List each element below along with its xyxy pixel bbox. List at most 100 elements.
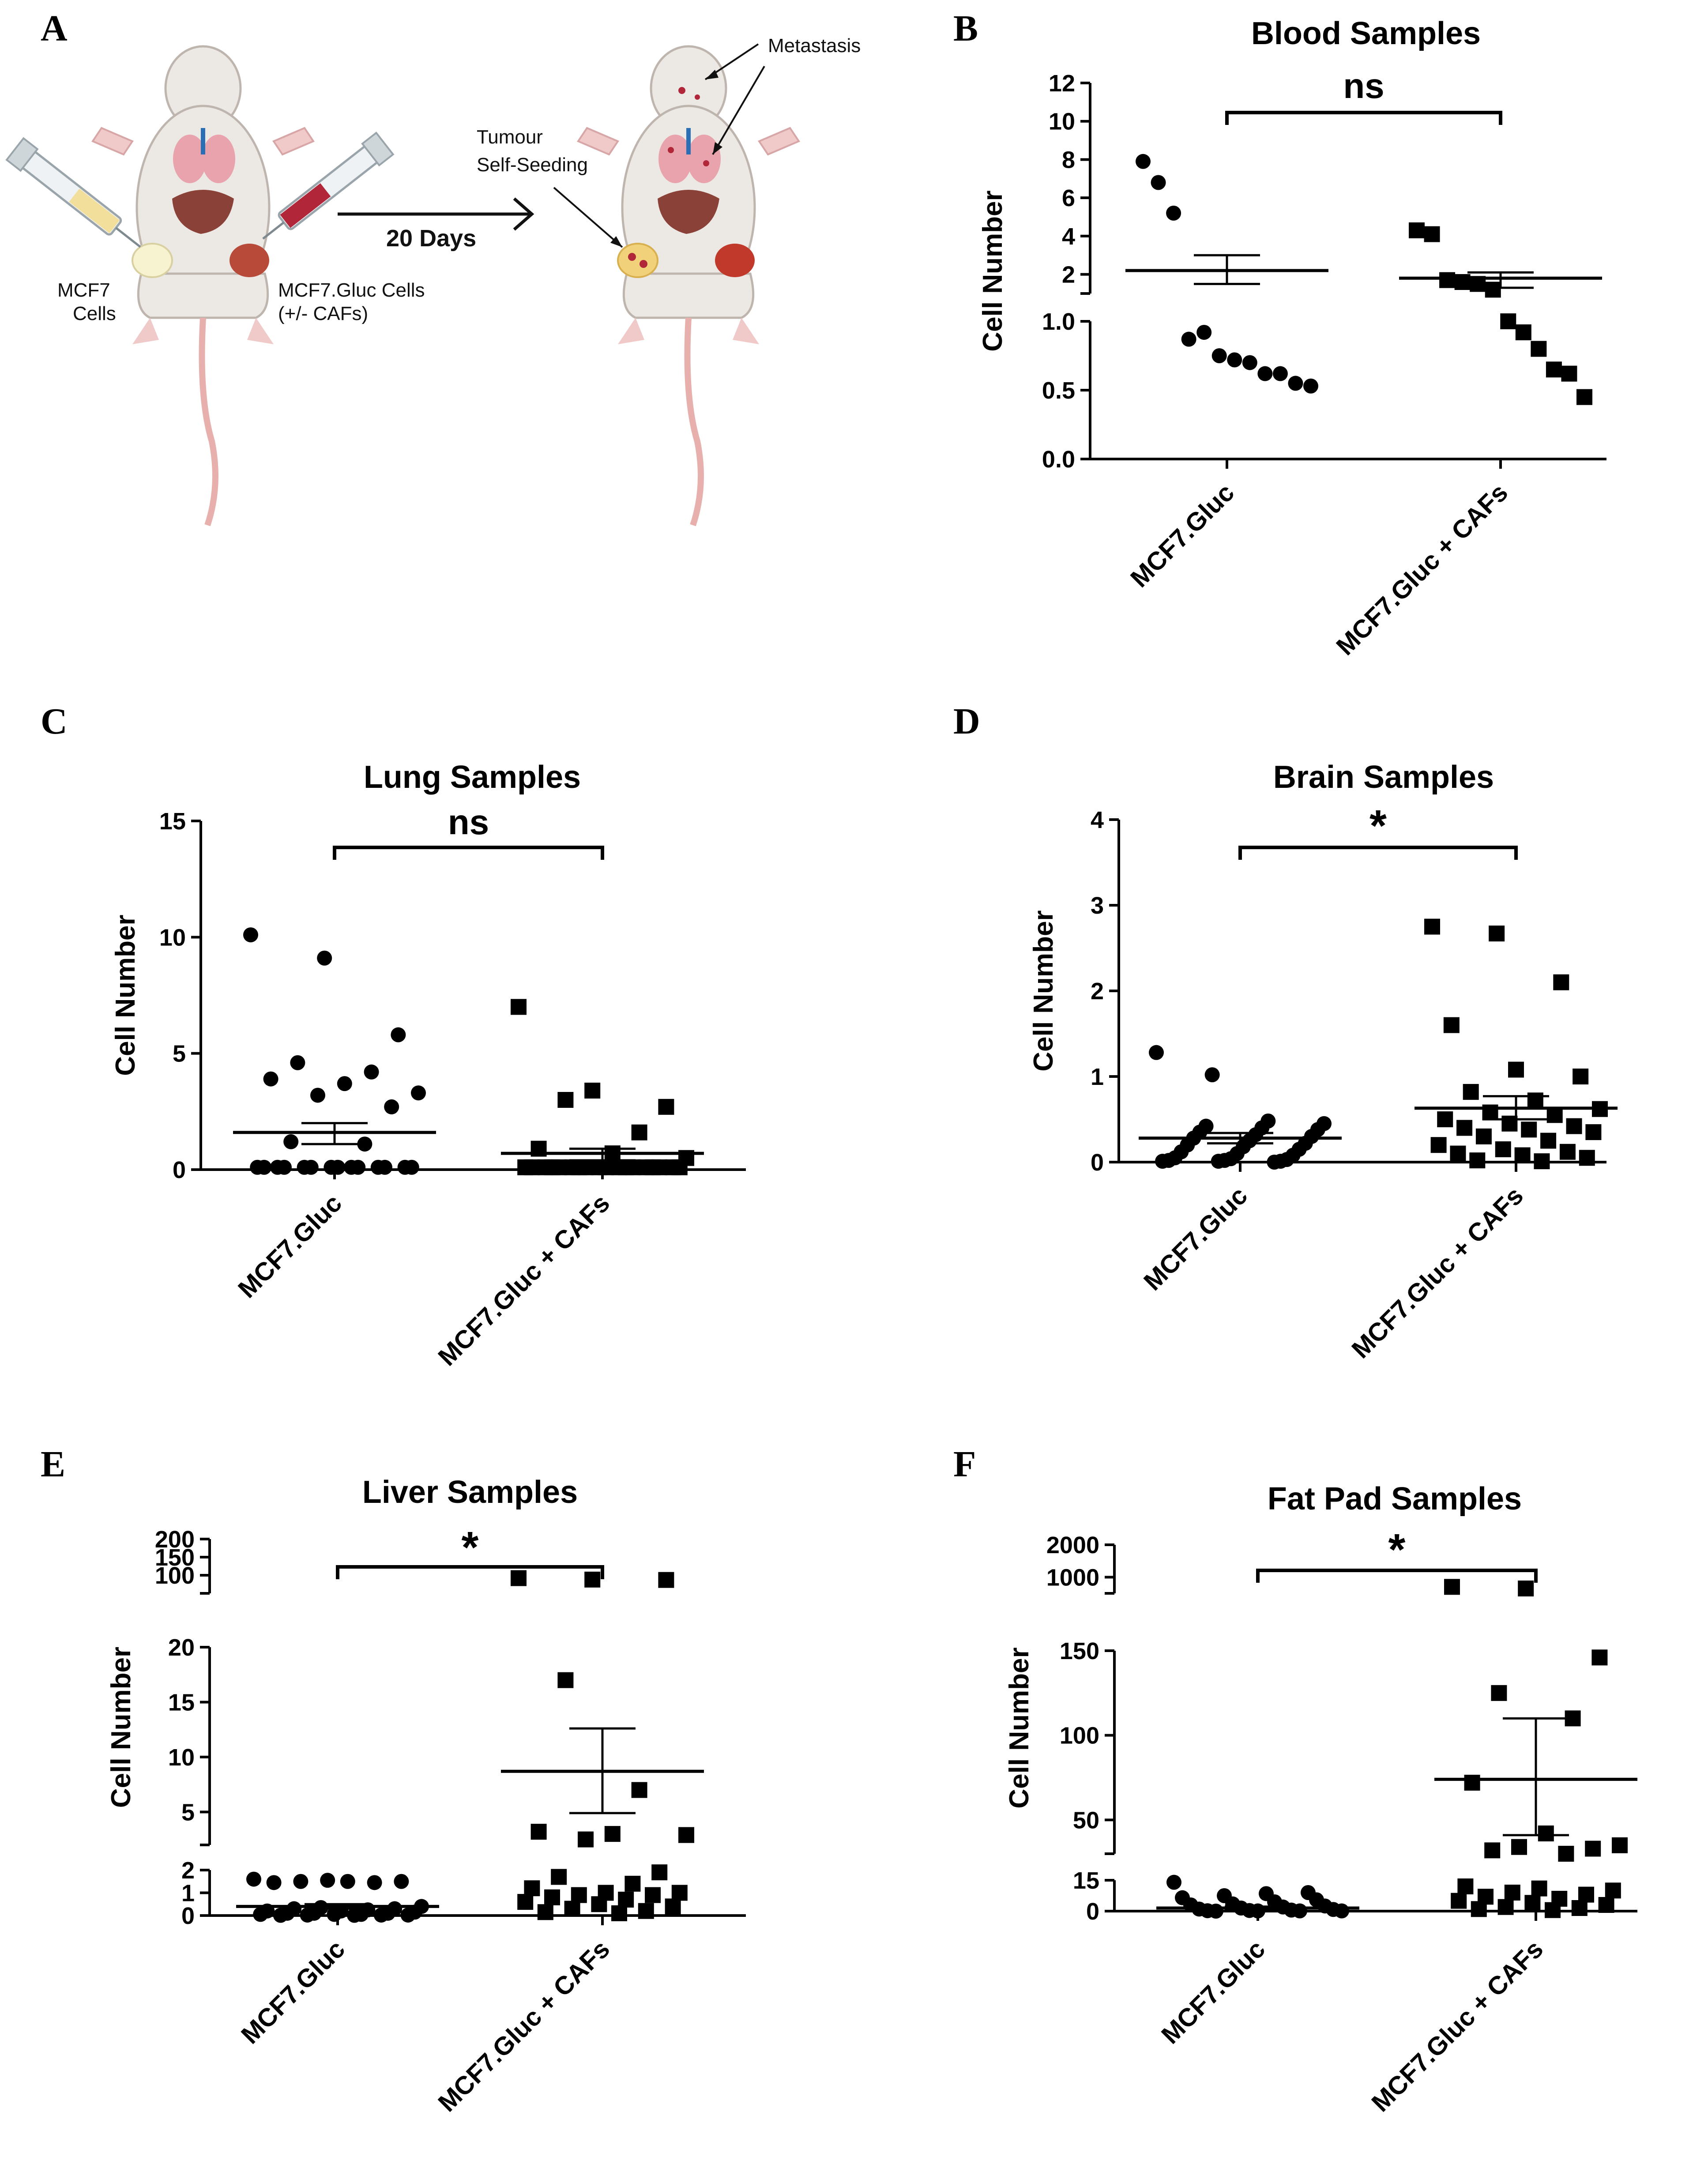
data-point: [1257, 366, 1273, 381]
data-point: [631, 1782, 647, 1798]
x-tick-label: MCF7.Gluc + CAFs: [1346, 1181, 1529, 1364]
data-point: [1334, 1903, 1349, 1919]
data-point: [1464, 1775, 1480, 1791]
data-point: [1571, 1900, 1588, 1916]
data-point: [1491, 1685, 1507, 1701]
data-point: [1424, 918, 1440, 935]
data-point: [1292, 1903, 1307, 1919]
data-point: [1558, 1846, 1574, 1862]
data-point: [1166, 1874, 1181, 1890]
data-point: [645, 1887, 661, 1903]
label-metastasis: Metastasis: [768, 35, 861, 56]
data-point: [591, 1159, 607, 1175]
y-tick-label: 2000: [1046, 1532, 1099, 1558]
syringe-right-icon: [262, 132, 395, 240]
data-point: [266, 1875, 282, 1890]
data-point: [364, 1064, 379, 1080]
data-point: [1151, 175, 1166, 190]
chart-title: Blood Samples: [1251, 16, 1481, 51]
data-point: [1591, 1649, 1608, 1666]
y-tick-label: 10: [159, 924, 186, 951]
y-axis-label: Cell Number: [110, 915, 141, 1076]
data-point: [1457, 1878, 1474, 1894]
data-point: [591, 1896, 607, 1912]
data-point: [1524, 1895, 1541, 1911]
data-point: [517, 1894, 534, 1910]
data-point: [1514, 1147, 1531, 1163]
y-tick-label: 15: [168, 1689, 195, 1716]
x-tick-label: MCF7.Gluc + CAFs: [433, 1189, 615, 1371]
significance-label: ns: [448, 802, 489, 842]
data-point: [1181, 331, 1196, 347]
mouse-right-illustration: [577, 45, 800, 527]
data-point: [1538, 1825, 1554, 1841]
y-axis-label: Cell Number: [978, 190, 1008, 351]
y-tick-label: 2: [1091, 978, 1104, 1005]
data-point: [300, 1907, 315, 1923]
y-tick-label: 0: [173, 1157, 186, 1183]
data-point: [1531, 1880, 1547, 1897]
data-point: [638, 1159, 654, 1175]
data-point: [394, 1874, 409, 1889]
y-tick-label: 5: [173, 1041, 186, 1067]
data-point: [1553, 974, 1569, 990]
data-point: [658, 1572, 674, 1588]
y-tick-label: 150: [155, 1544, 195, 1571]
y-tick-label: 4: [1062, 223, 1075, 250]
significance-label: *: [1369, 801, 1387, 851]
data-point: [400, 1907, 416, 1923]
y-tick-label: 100: [155, 1562, 195, 1589]
data-point: [584, 1571, 601, 1588]
data-point: [511, 999, 527, 1015]
data-point: [631, 1124, 647, 1140]
significance-bracket: [333, 846, 604, 860]
data-point: [1540, 1133, 1557, 1149]
data-point: [246, 1871, 261, 1887]
label-caf-condition: (+/- CAFs): [278, 303, 368, 324]
significance-bracket: [336, 1565, 604, 1579]
data-point: [1444, 1579, 1460, 1595]
data-point: [1527, 1092, 1543, 1109]
data-point: [1495, 1141, 1511, 1157]
data-point: [324, 1159, 339, 1175]
chart-fat-pad-samples: Fat Pad Samples Cell Number 0 15 50 100 150 100…: [1004, 1481, 1637, 2117]
data-point: [320, 1873, 335, 1888]
data-point: [367, 1875, 382, 1890]
data-point: [1211, 348, 1227, 363]
data-point: [557, 1092, 574, 1108]
data-point: [618, 1891, 634, 1908]
y-tick-label: 0: [181, 1903, 195, 1929]
data-point: [1409, 222, 1425, 238]
label-self-seeding: Self-Seeding: [477, 154, 588, 176]
y-axis-label: Cell Number: [106, 1647, 136, 1808]
data-point: [1515, 324, 1531, 340]
mouse-left-illustration: [91, 45, 315, 527]
data-point: [397, 1159, 413, 1175]
data-point: [665, 1159, 681, 1175]
data-point: [1136, 154, 1151, 169]
label-20-days: 20 Days: [386, 225, 476, 252]
timeline-arrow: [338, 197, 534, 231]
data-point: [1430, 1137, 1447, 1153]
data-point: [340, 1874, 355, 1889]
significance-bracket: [1256, 1569, 1538, 1583]
chart-brain-samples: Brain Samples Cell Number 0 1 2 3 4 MCF7.Gluc MC…: [1028, 760, 1618, 1364]
data-point: [1485, 282, 1501, 298]
data-point: [347, 1908, 362, 1923]
data-point: [1303, 378, 1318, 394]
y-axis-label: Cell Number: [1004, 1647, 1035, 1808]
data-point: [1451, 1893, 1467, 1909]
data-point: [293, 1874, 308, 1889]
x-tick-label: MCF7.Gluc + CAFs: [1331, 478, 1513, 661]
panel-letter-a: A: [41, 8, 68, 49]
data-point: [1489, 926, 1505, 942]
data-point: [1612, 1837, 1628, 1853]
panel-letter-c: C: [41, 701, 68, 742]
label-tumour: Tumour: [477, 126, 543, 148]
data-point: [665, 1898, 681, 1915]
data-point: [1272, 366, 1288, 381]
data-point: [1450, 1145, 1466, 1162]
panel-letter-d: D: [953, 701, 980, 742]
annotation-arrows: [553, 43, 765, 248]
data-point: [578, 1831, 594, 1848]
